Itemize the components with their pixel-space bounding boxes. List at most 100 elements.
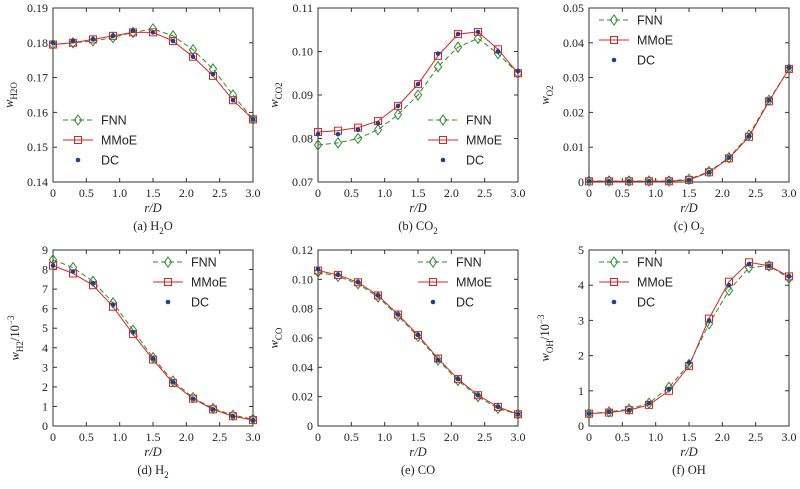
mmoe-point [685,175,693,184]
mmoe-point [229,96,237,105]
fnn-point [108,31,118,44]
x-tick-label: 0 [50,186,56,200]
y-tick-label: 0.03 [563,71,584,85]
legend: FNN MMoE DC [153,256,227,310]
mmoe-point [89,35,97,44]
y-axis-label: wCO2 [267,82,284,107]
x-tick-label: 0.5 [79,186,94,200]
y-tick-label: 0.04 [563,36,584,50]
fnn-point [128,26,138,39]
chart-panel-3: 0 0.5 1.0 1.5 2.0 2.5 3.0 0 0.01 0.02 0.03 0.04 0.05… [538,1,797,236]
legend-fnn-marker [428,256,438,268]
legend-fnn-label: FNN [101,114,127,128]
fnn-point [624,175,634,187]
x-axis-label: r/D [409,201,426,215]
mmoe-point [249,115,257,124]
y-tick-label: 9 [42,243,48,257]
y-tick-label: 6 [42,302,48,316]
legend: FNN MMoE DC [428,114,502,168]
fnn-point [333,136,343,149]
dc-point [230,413,236,419]
legend-fnn-label: FNN [466,114,492,128]
legend-fnn-label: FNN [191,256,217,270]
legend: FNN MMoE DC [599,14,673,68]
y-tick-label: 1 [42,399,48,413]
dc-point [606,409,612,415]
fnn-point [604,406,614,418]
dc-point [230,97,236,103]
fnn-point [208,402,218,415]
fnn-line [317,37,519,146]
x-tick-label: 1.5 [411,430,426,444]
fnn-point [584,407,594,420]
fnn-point [513,67,523,80]
y-tick-label: 0.02 [563,105,584,119]
x-axis-label: r/D [144,445,161,459]
mmoe-point [169,37,177,46]
legend-fnn-marker [73,114,83,126]
mmoe-point [394,310,402,319]
y-tick-label: 0.15 [27,140,48,154]
legend-fnn-marker [609,14,619,26]
fnn-point [493,402,503,415]
fnn-point [228,409,238,422]
mmoe-line [317,270,519,415]
x-tick-label: 2.5 [212,430,227,444]
legend: FNN MMoE DC [418,256,492,310]
legend-mmoe-label: MMoE [466,134,502,148]
fnn-point [704,165,714,178]
x-tick-label: 0 [586,430,592,444]
fnn-point [664,381,674,394]
dc-point [495,404,501,410]
mmoe-point [374,291,382,300]
mmoe-point [494,402,502,411]
fnn-point [188,391,198,404]
legend-mmoe-marker [610,36,618,44]
x-tick-label: 0.5 [344,186,359,200]
y-tick-label: 1 [578,384,584,398]
legend-dc-label: DC [466,154,484,168]
y-tick-label: 8 [42,263,48,277]
legend-mmoe-label: MMoE [637,276,673,290]
x-axis-label: r/D [144,201,161,215]
mmoe-point [414,80,422,89]
fnn-line [589,68,790,182]
fnn-point [248,413,258,426]
mmoe-point [605,408,613,417]
fnn-point [784,63,794,75]
y-tick-label: 0.19 [27,1,48,15]
legend-dc-label: DC [101,154,119,168]
x-tick-label: 2.5 [748,186,763,200]
x-tick-label: 3.0 [782,186,797,200]
legend-dc-marker [75,157,81,163]
dc-point [766,97,772,103]
x-tick-label: 0 [586,186,592,200]
legend-mmoe-label: MMoE [101,134,137,148]
dc-point [355,127,361,133]
mmoe-point [209,405,217,414]
dc-point [250,117,256,122]
fnn-point [584,175,594,187]
panel-caption: (b) CO2 [398,219,438,236]
legend-dc-marker [611,299,617,305]
fnn-point [413,89,423,101]
y-tick-label: 0.07 [292,175,313,189]
fnn-point [433,354,443,366]
x-axis-label: r/D [680,445,697,459]
dc-point [686,360,692,365]
panel-caption: (a) H2O [133,219,173,236]
dc-point [435,357,441,363]
legend-mmoe-marker [74,136,82,144]
x-tick-label: 3.0 [511,186,526,200]
mmoe-point [189,394,197,403]
fnn-line [317,271,519,415]
fnn-point [88,35,98,47]
dc-point [315,131,321,137]
dc-point [130,329,136,335]
mmoe-line [588,261,790,415]
y-tick-label: 7 [42,282,48,296]
dc-point [706,318,712,323]
mmoe-point [394,101,402,110]
fnn-point [128,324,138,337]
